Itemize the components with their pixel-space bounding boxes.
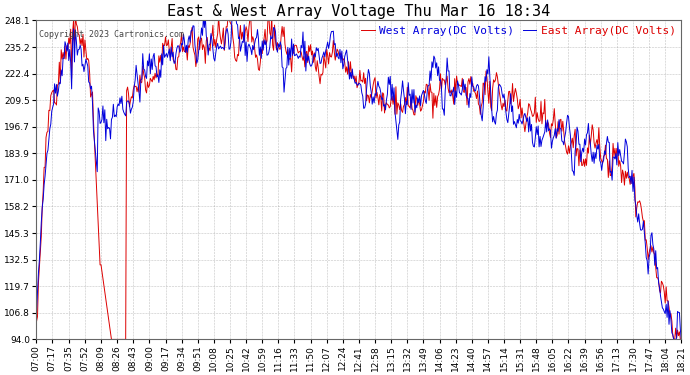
East Array(DC Volts) [677, 337, 685, 342]
East Array(DC Volts) [597, 160, 605, 165]
East Array(DC Volts) [260, 38, 268, 42]
West Array(DC Volts) [83, 56, 92, 61]
Legend: West Array(DC Volts), East Array(DC Volts): West Array(DC Volts), East Array(DC Volt… [362, 26, 676, 36]
West Array(DC Volts) [597, 156, 605, 161]
Text: Copyright 2023 Cartronics.com: Copyright 2023 Cartronics.com [39, 30, 184, 39]
West Array(DC Volts) [71, 14, 79, 19]
East Array(DC Volts) [83, 60, 91, 65]
West Array(DC Volts) [677, 337, 685, 342]
West Array(DC Volts) [546, 135, 555, 140]
East Array(DC Volts) [417, 93, 426, 98]
West Array(DC Volts) [32, 337, 40, 342]
Line: West Array(DC Volts): West Array(DC Volts) [36, 16, 681, 339]
West Array(DC Volts) [260, 36, 268, 40]
East Array(DC Volts) [669, 337, 678, 342]
East Array(DC Volts) [227, 40, 235, 44]
East Array(DC Volts) [199, 14, 208, 19]
West Array(DC Volts) [227, 22, 235, 26]
East Array(DC Volts) [32, 328, 40, 333]
Title: East & West Array Voltage Thu Mar 16 18:34: East & West Array Voltage Thu Mar 16 18:… [167, 4, 550, 19]
East Array(DC Volts) [546, 128, 555, 133]
Line: East Array(DC Volts): East Array(DC Volts) [36, 16, 681, 339]
West Array(DC Volts) [417, 107, 426, 112]
